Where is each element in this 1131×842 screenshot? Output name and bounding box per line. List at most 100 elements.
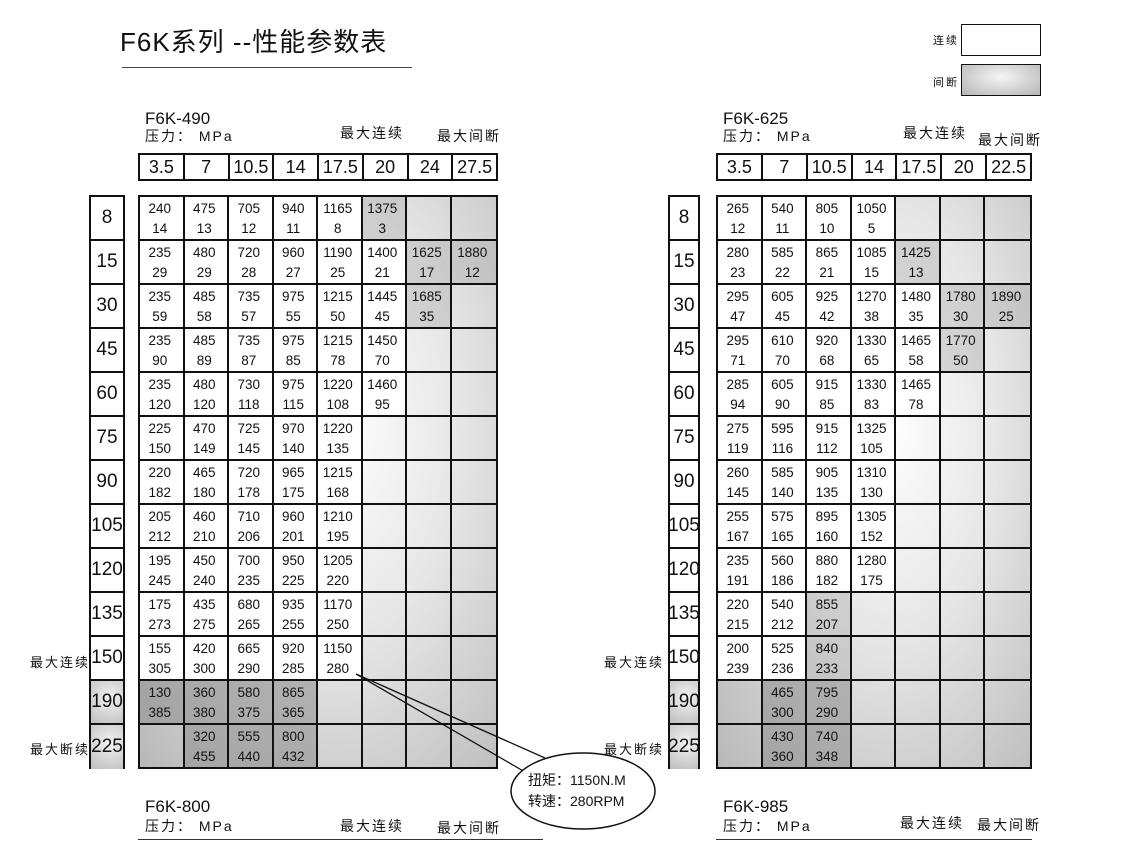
cell-torque: 855	[815, 596, 839, 612]
callout-speed: 转速：280RPM	[528, 793, 625, 809]
speed-row-label: 15	[91, 241, 123, 285]
data-cell: 975 55	[273, 285, 318, 329]
cell-speed: 182	[815, 572, 839, 588]
data-cell: 735 87	[229, 329, 274, 373]
speed-row-label: 190	[91, 681, 123, 725]
cell-torque: 880	[815, 552, 839, 568]
speed-row-label: 105	[91, 505, 123, 549]
cell-torque: 795	[815, 684, 839, 700]
speed-row-label: 60	[91, 373, 123, 417]
cell-speed: 12	[241, 220, 257, 236]
cell-torque: 965	[281, 464, 305, 480]
data-cell: 540 212	[762, 593, 808, 637]
cell-torque: 1190	[323, 244, 353, 260]
cell-speed: 105	[860, 440, 883, 456]
empty-cell	[451, 373, 496, 417]
data-cell: 155 305	[140, 637, 185, 681]
cell-torque: 465	[192, 464, 216, 480]
speed-row-label: 90	[670, 461, 698, 505]
cell-speed: 245	[148, 572, 172, 588]
pressure-header-cell: 24	[409, 155, 454, 179]
pressure-label-490: 压力： MPa	[145, 128, 234, 144]
empty-cell	[407, 461, 452, 505]
empty-cell	[318, 725, 363, 767]
empty-cell	[451, 461, 496, 505]
cell-speed: 233	[815, 660, 839, 676]
cell-torque: 465	[771, 684, 794, 700]
data-cell: 840 233	[807, 637, 852, 681]
data-cell: 1330 65	[851, 329, 897, 373]
data-cell: 965 175	[273, 461, 318, 505]
cell-speed: 45	[774, 308, 790, 324]
model-title-625: F6K-625	[723, 109, 789, 128]
cell-speed: 30	[953, 308, 969, 324]
cell-speed: 201	[281, 528, 305, 544]
cell-speed: 225	[281, 572, 305, 588]
cell-torque: 1305	[856, 508, 887, 524]
cell-torque: 1330	[856, 332, 887, 348]
cell-speed: 95	[374, 396, 390, 412]
page-title: F6K系列 --性能参数表	[120, 27, 388, 57]
cell-speed: 180	[192, 484, 216, 500]
cell-torque: 285	[726, 376, 750, 392]
speed-row-label: 8	[670, 197, 698, 241]
data-cell: 1465 58	[896, 329, 941, 373]
cell-speed: 15	[863, 264, 879, 280]
empty-cell	[896, 637, 941, 681]
cell-speed: 71	[730, 352, 746, 368]
max-intermittent-side-625: 最大断续	[604, 742, 665, 757]
cell-speed: 17	[419, 264, 435, 280]
data-cell: 1215 78	[318, 329, 363, 373]
cell-torque: 155	[148, 640, 172, 656]
data-cell: 1880 12	[451, 241, 496, 285]
empty-cell	[985, 549, 1030, 593]
cell-torque: 240	[148, 200, 172, 216]
cell-torque: 895	[815, 508, 839, 524]
cell-speed: 42	[819, 308, 835, 324]
empty-cell	[985, 505, 1030, 549]
cell-torque: 360	[192, 684, 216, 700]
cell-speed: 83	[863, 396, 879, 412]
cell-speed: 25	[998, 308, 1014, 324]
pressure-label-985: 压力： MPa	[723, 818, 812, 834]
cell-torque: 940	[281, 200, 305, 216]
cell-torque: 805	[815, 200, 839, 216]
empty-cell	[896, 725, 941, 767]
cell-speed: 29	[152, 264, 168, 280]
cell-torque: 925	[815, 288, 839, 304]
data-cell: 225 150	[140, 417, 185, 461]
speed-row-label: 225	[668, 725, 700, 769]
empty-cell	[407, 373, 452, 417]
data-cell: 220 215	[718, 593, 763, 637]
data-cell: 460 210	[184, 505, 229, 549]
pressure-header-cell: 10.5	[230, 155, 275, 179]
cell-torque: 1330	[856, 376, 887, 392]
data-cell: 920 68	[807, 329, 852, 373]
cell-torque: 235	[148, 288, 172, 304]
speed-row-label: 150	[91, 637, 123, 681]
data-cell: 220 182	[140, 461, 185, 505]
cell-torque: 205	[148, 508, 172, 524]
max-continuous-label-490: 最大连续	[340, 125, 404, 141]
data-cell: 905 135	[807, 461, 852, 505]
model-title-985: F6K-985	[723, 797, 789, 816]
cell-speed: 65	[863, 352, 879, 368]
data-cell: 920 285	[273, 637, 318, 681]
cell-torque: 1450	[367, 332, 398, 348]
cell-speed: 240	[192, 572, 216, 588]
data-cell: 1215 50	[318, 285, 363, 329]
data-cell: 610 70	[762, 329, 808, 373]
empty-cell	[318, 681, 363, 725]
data-cell: 470 149	[184, 417, 229, 461]
empty-cell	[451, 197, 496, 241]
cell-torque: 1625	[411, 244, 442, 260]
empty-cell	[852, 725, 897, 767]
cell-torque: 1445	[367, 288, 398, 304]
data-cell: 525 236	[762, 637, 808, 681]
cell-speed: 11	[775, 220, 790, 236]
cell-speed: 10	[819, 220, 835, 236]
callout-torque: 扭矩：1150N.M	[528, 772, 626, 788]
cell-torque: 585	[771, 464, 794, 480]
empty-cell	[896, 549, 941, 593]
